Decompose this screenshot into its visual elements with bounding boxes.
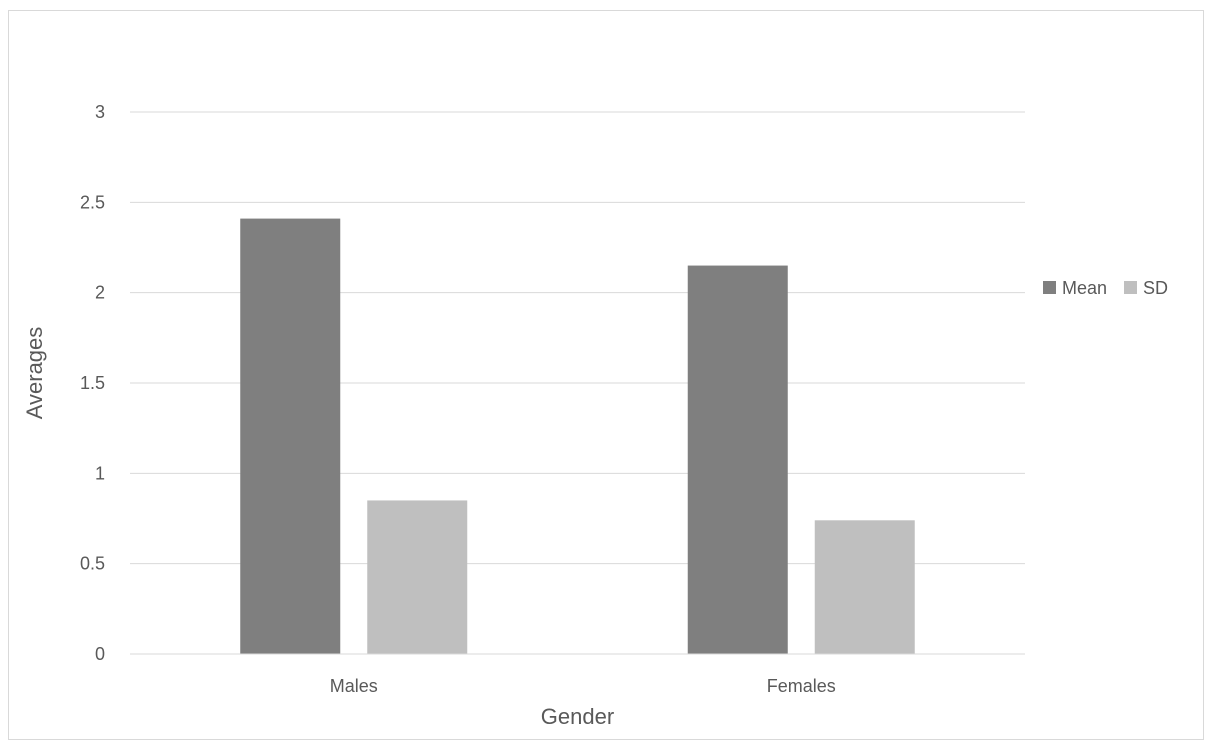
legend-label-sd: SD [1143, 278, 1168, 298]
y-axis-title: Averages [22, 327, 47, 420]
y-tick-label: 2.5 [80, 192, 105, 212]
legend-swatch-mean [1043, 281, 1056, 294]
legend-swatch-sd [1124, 281, 1137, 294]
y-tick-label: 0 [95, 644, 105, 664]
x-tick-label: Males [330, 676, 378, 696]
x-tick-labels: Males Females [330, 676, 836, 696]
y-tick-label: 1.5 [80, 373, 105, 393]
y-tick-label: 1 [95, 463, 105, 483]
bar-sd-males [367, 500, 468, 654]
legend-label-mean: Mean [1062, 278, 1107, 298]
y-tick-labels: 0 0.5 1 1.5 2 2.5 3 [80, 102, 105, 664]
legend: Mean SD [1043, 278, 1168, 298]
y-tick-label: 3 [95, 102, 105, 122]
bar-mean-females [687, 265, 788, 654]
x-axis-title: Gender [541, 704, 614, 729]
y-tick-label: 2 [95, 283, 105, 303]
bar-sd-females [814, 520, 915, 654]
bars [240, 218, 915, 655]
chart-frame [8, 10, 1204, 740]
x-tick-label: Females [767, 676, 836, 696]
bar-mean-males [240, 218, 341, 655]
y-tick-label: 0.5 [80, 554, 105, 574]
